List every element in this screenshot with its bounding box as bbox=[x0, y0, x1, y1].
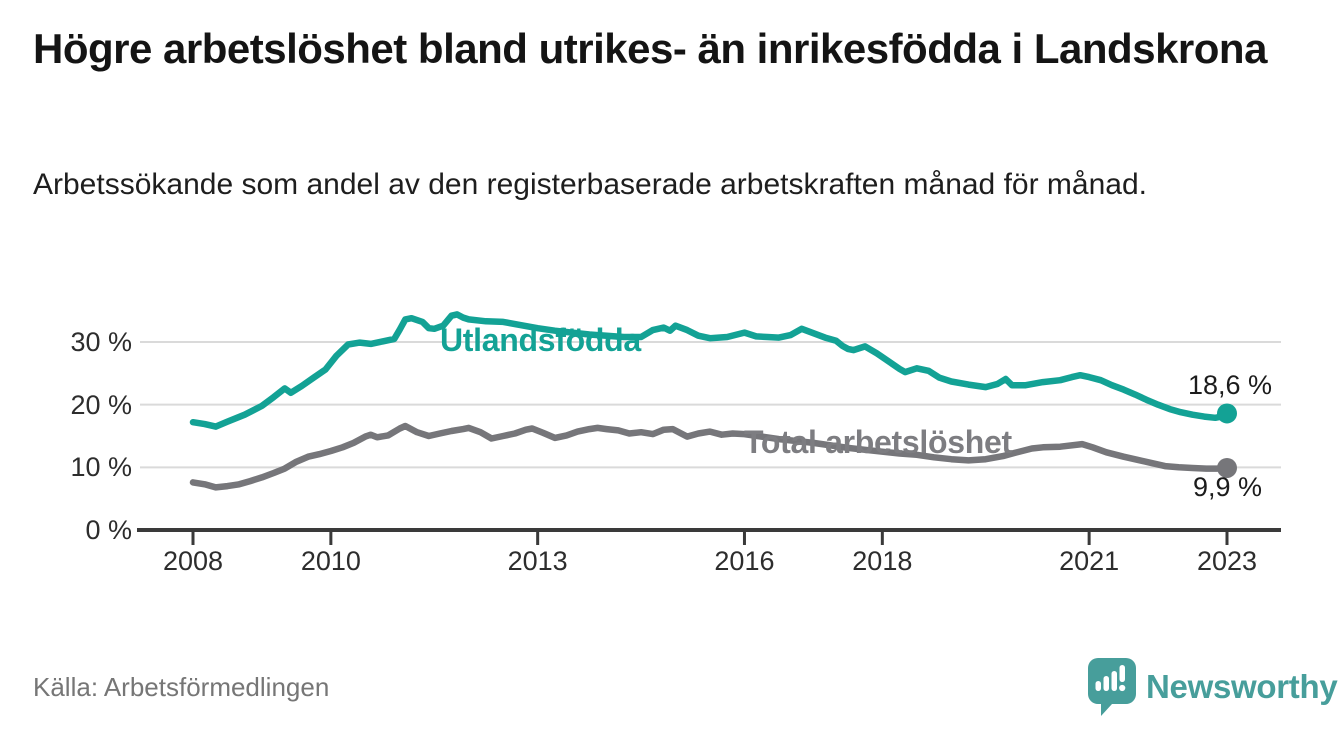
end-value-label-utlandsfodda: 18,6 % bbox=[1187, 370, 1272, 400]
chart-subtitle: Arbetssökande som andel av den registerb… bbox=[33, 168, 1147, 201]
page-title: Högre arbetslöshet bland utrikes- än inr… bbox=[33, 25, 1267, 72]
y-axis-label-20: 20 % bbox=[70, 389, 132, 420]
x-axis-label-2010: 2010 bbox=[300, 546, 361, 576]
source-note: Källa: Arbetsförmedlingen bbox=[33, 672, 330, 702]
x-axis-label-2018: 2018 bbox=[852, 546, 913, 576]
x-axis-label-2023: 2023 bbox=[1196, 546, 1258, 576]
x-axis-label-2021: 2021 bbox=[1059, 546, 1120, 576]
series-line-1 bbox=[189, 422, 1231, 491]
y-axis-label-30: 30 % bbox=[70, 326, 132, 357]
newsworthy-logo: Newsworthy bbox=[1085, 656, 1338, 718]
newsworthy-logo-text: Newsworthy bbox=[1146, 668, 1338, 705]
x-axis-label-2008: 2008 bbox=[162, 546, 224, 576]
series-label-utlandsfodda: Utlandsfödda bbox=[440, 322, 641, 358]
end-value-label-total: 9,9 % bbox=[1192, 472, 1262, 502]
x-axis-label-2016: 2016 bbox=[714, 546, 775, 576]
series-end-dot-0 bbox=[1216, 403, 1237, 424]
newsworthy-speech-bubble-bar-chart-icon bbox=[1088, 658, 1136, 716]
x-axis-label-2013: 2013 bbox=[507, 546, 568, 576]
series-line-0 bbox=[189, 311, 1231, 430]
y-axis-label-0: 0 % bbox=[85, 515, 132, 545]
series-label-total-arbetsloshet: Total arbetslöshet bbox=[744, 424, 1012, 460]
y-axis-label-10: 10 % bbox=[70, 452, 132, 483]
series-end-dot-1 bbox=[1216, 457, 1237, 478]
